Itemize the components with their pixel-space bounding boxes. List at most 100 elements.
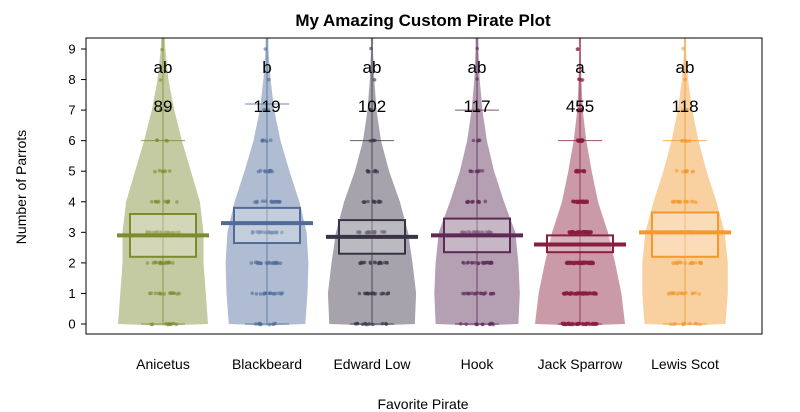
chart-title: My Amazing Custom Pirate Plot: [295, 11, 551, 30]
group-letter-label: ab: [468, 58, 487, 77]
data-point: [695, 322, 699, 326]
data-point: [272, 199, 277, 204]
x-tick-label: Blackbeard: [232, 356, 302, 372]
data-point: [584, 322, 588, 326]
data-point: [574, 200, 579, 204]
data-point: [569, 261, 573, 265]
data-point: [369, 46, 373, 51]
data-point: [570, 230, 574, 235]
data-point: [262, 291, 267, 296]
data-point: [258, 230, 263, 234]
data-point: [379, 261, 384, 266]
y-tick-label: 8: [68, 72, 75, 87]
data-point: [153, 199, 158, 204]
data-point: [690, 169, 695, 174]
data-point: [263, 199, 268, 203]
data-point: [577, 138, 581, 143]
data-point: [684, 169, 688, 174]
x-tick-label: Jack Sparrow: [538, 356, 624, 372]
data-point: [362, 291, 367, 296]
pirate-group-2: ab 102: [326, 38, 418, 327]
data-point: [263, 169, 268, 174]
data-point: [694, 260, 698, 265]
data-point: [373, 230, 377, 234]
data-point: [160, 169, 165, 173]
data-point: [694, 200, 698, 205]
data-point: [372, 260, 377, 265]
data-point: [690, 291, 695, 296]
x-tick-label: Hook: [461, 356, 495, 372]
data-point: [164, 138, 168, 143]
data-point: [373, 291, 378, 296]
data-point: [569, 292, 574, 296]
data-point: [678, 260, 682, 265]
data-point: [592, 322, 596, 327]
data-point: [563, 291, 568, 295]
data-point: [266, 230, 270, 235]
group-letter-label: b: [262, 58, 271, 77]
data-point: [363, 321, 368, 326]
data-point: [355, 321, 359, 326]
count-label: 455: [566, 97, 594, 116]
data-point: [560, 321, 565, 326]
data-point: [165, 108, 169, 112]
data-point: [487, 229, 491, 234]
data-point: [671, 199, 675, 204]
data-point: [475, 169, 479, 174]
data-point: [682, 199, 687, 204]
data-point: [268, 138, 273, 142]
data-point: [698, 261, 702, 265]
data-point: [467, 291, 472, 296]
data-point: [174, 322, 179, 327]
data-point: [460, 230, 465, 234]
data-point: [674, 168, 679, 173]
data-point: [475, 139, 480, 143]
inference-box: [651, 211, 719, 258]
data-point: [480, 322, 485, 327]
data-point: [487, 322, 492, 327]
y-tick-label: 9: [68, 42, 75, 57]
data-point: [489, 260, 494, 265]
data-point: [157, 168, 162, 173]
data-point: [382, 230, 386, 234]
data-point: [681, 322, 685, 327]
data-point: [685, 108, 689, 112]
data-point: [581, 292, 585, 296]
data-point: [576, 291, 580, 296]
data-point: [366, 169, 370, 173]
data-point: [263, 108, 268, 113]
data-point: [267, 322, 272, 327]
inference-box: [233, 206, 301, 245]
data-point: [380, 321, 385, 326]
data-point: [364, 230, 369, 235]
data-point: [669, 322, 673, 327]
data-point: [475, 46, 480, 51]
data-point: [573, 169, 578, 174]
data-point: [680, 108, 685, 113]
data-point: [158, 230, 162, 234]
data-point: [175, 200, 179, 204]
data-point: [580, 108, 584, 113]
data-point: [683, 261, 687, 265]
data-point: [572, 261, 577, 266]
data-point: [160, 47, 164, 52]
data-point: [675, 199, 680, 204]
data-point: [473, 291, 478, 296]
data-point: [679, 291, 684, 296]
data-point: [574, 231, 579, 235]
data-point: [683, 139, 687, 143]
data-point: [587, 291, 592, 296]
data-point: [386, 291, 391, 295]
y-tick-label: 3: [68, 225, 75, 240]
data-point: [256, 260, 261, 265]
data-point: [366, 199, 370, 204]
data-point: [576, 107, 581, 112]
data-point: [476, 261, 481, 266]
data-point: [273, 321, 278, 326]
data-point: [681, 46, 685, 51]
data-point: [155, 138, 160, 142]
data-point: [368, 261, 373, 266]
data-point: [371, 199, 376, 204]
pirate-group-0: ab 89: [117, 38, 209, 327]
